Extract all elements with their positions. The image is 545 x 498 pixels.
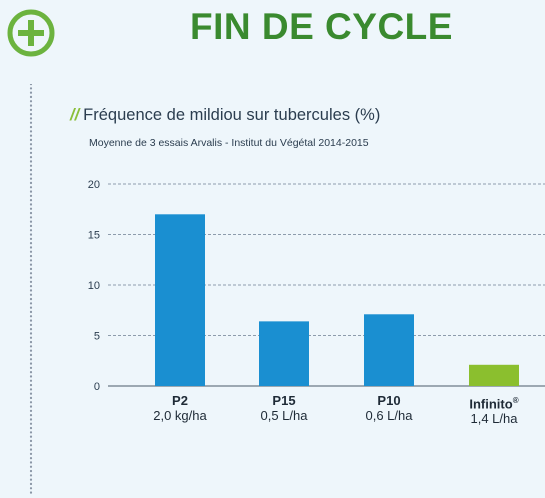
dotted-divider bbox=[29, 84, 33, 494]
bar-p2 bbox=[155, 214, 205, 386]
category-dose: 1,4 L/ha bbox=[470, 411, 518, 427]
plus-circle-icon bbox=[7, 9, 55, 57]
category-name: P15 bbox=[272, 393, 296, 408]
y-tick-label: 5 bbox=[94, 331, 100, 343]
y-tick-label: 10 bbox=[88, 280, 100, 292]
page-title: FIN DE CYCLE bbox=[190, 6, 453, 47]
y-tick-label: 0 bbox=[94, 381, 100, 393]
x-category-label: P15 0,5 L/ha bbox=[224, 393, 344, 423]
category-name: P2 bbox=[172, 393, 188, 408]
category-name: P10 bbox=[377, 393, 401, 408]
x-category-label: Infinito® 1,4 L/ha bbox=[434, 393, 545, 426]
x-category-label: P2 2,0 kg/ha bbox=[120, 393, 240, 423]
x-category-label: P10 0,6 L/ha bbox=[329, 393, 449, 423]
title-slashes: // bbox=[70, 106, 80, 124]
chart-subtitle: Moyenne de 3 essais Arvalis - Institut d… bbox=[89, 137, 369, 149]
registered-mark: ® bbox=[512, 396, 519, 405]
y-tick-label: 20 bbox=[88, 179, 100, 191]
bar-infinito bbox=[469, 364, 519, 386]
chart-title-text: Fréquence de mildiou sur tubercules (%) bbox=[83, 106, 381, 124]
bar-p15 bbox=[259, 321, 309, 386]
y-tick-label: 15 bbox=[88, 230, 100, 242]
category-dose: 0,5 L/ha bbox=[260, 408, 308, 423]
category-dose: 2,0 kg/ha bbox=[153, 408, 207, 423]
chart-title: //Fréquence de mildiou sur tubercules (%… bbox=[70, 106, 380, 125]
category-dose: 0,6 L/ha bbox=[365, 408, 413, 423]
bar-p10 bbox=[364, 314, 414, 386]
category-name: Infinito® bbox=[469, 396, 519, 412]
